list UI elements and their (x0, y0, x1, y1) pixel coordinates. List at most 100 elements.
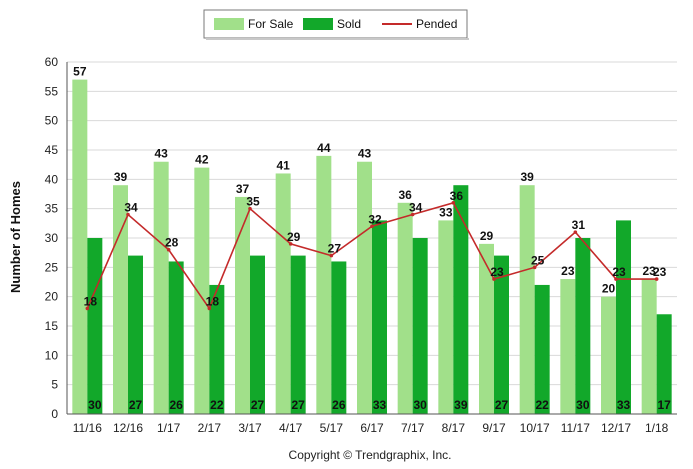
x-tick-label: 8/17 (442, 421, 466, 435)
label-pended: 25 (531, 253, 545, 267)
bar-sold (453, 185, 469, 414)
label-sold: 26 (332, 398, 346, 412)
legend-frame (203, 9, 468, 39)
y-tick-label: 35 (45, 202, 59, 216)
label-for-sale: 39 (114, 170, 128, 184)
bar-sold (290, 255, 306, 414)
x-tick-label: 10/17 (520, 421, 550, 435)
bar-for-sale (438, 220, 454, 414)
axes: 0 5 10 15 20 25 30 35 40 45 50 55 60 11/16 12/16 1/17 2/… (45, 55, 677, 435)
label-pended: 35 (246, 195, 260, 209)
x-tick-label: 4/17 (279, 421, 303, 435)
legend: For Sale Sold Pended (203, 9, 469, 40)
label-sold: 33 (617, 398, 631, 412)
bar-for-sale (153, 161, 169, 414)
label-sold: 33 (373, 398, 387, 412)
bar-for-sale (72, 79, 88, 414)
label-for-sale: 43 (358, 147, 372, 161)
label-sold: 17 (657, 398, 671, 412)
legend-label: Pended (416, 17, 457, 31)
label-for-sale: 44 (317, 141, 331, 155)
label-pended: 32 (368, 212, 382, 226)
bar-sold (412, 238, 428, 414)
label-pended: 27 (328, 242, 342, 256)
bar-sold (331, 261, 347, 414)
label-sold: 30 (88, 398, 102, 412)
bar-for-sale (641, 279, 657, 414)
point-pended (288, 242, 293, 246)
label-sold: 27 (291, 398, 305, 412)
x-tick-label: 2/17 (198, 421, 222, 435)
label-pended: 34 (124, 201, 138, 215)
y-tick-label: 55 (45, 84, 59, 98)
bar-sold (534, 284, 550, 414)
point-pended (573, 230, 578, 234)
bar-sold (209, 284, 225, 414)
legend-label: Sold (337, 17, 361, 31)
x-tick-label: 1/18 (645, 421, 669, 435)
legend-swatch (303, 18, 333, 30)
bar-sold (372, 220, 387, 414)
x-tick-label: 12/17 (601, 421, 631, 435)
y-tick-label: 60 (45, 55, 59, 69)
label-pended: 28 (165, 236, 179, 250)
bar-for-sale (601, 296, 616, 414)
bar-for-sale (275, 173, 291, 414)
x-tick-label: 7/17 (401, 421, 425, 435)
label-sold: 30 (413, 398, 427, 412)
label-pended: 18 (84, 294, 98, 308)
x-tick-label: 5/17 (320, 421, 344, 435)
label-for-sale: 29 (480, 229, 494, 243)
label-pended: 36 (450, 189, 464, 203)
y-tick-label: 15 (45, 319, 59, 333)
x-tick-label: 6/17 (360, 421, 384, 435)
label-for-sale: 23 (642, 264, 656, 278)
label-sold: 27 (495, 398, 509, 412)
bar-for-sale (560, 279, 576, 414)
y-tick-label: 40 (45, 172, 59, 186)
label-sold: 39 (454, 398, 468, 412)
y-tick-label: 10 (45, 348, 59, 362)
bar-for-sale (357, 161, 372, 414)
x-tick-label: 3/17 (238, 421, 262, 435)
y-tick-label: 25 (45, 260, 59, 274)
label-for-sale: 33 (439, 205, 453, 219)
point-pended (370, 224, 374, 229)
label-sold: 27 (129, 398, 143, 412)
x-tick-label: 1/17 (157, 421, 181, 435)
point-pended (126, 212, 130, 217)
label-pended: 23 (612, 265, 626, 279)
point-pended (614, 277, 618, 281)
label-pended: 34 (409, 201, 423, 215)
x-tick-label: 12/16 (113, 421, 143, 435)
label-sold: 22 (535, 398, 549, 412)
bar-sold (87, 238, 103, 414)
bar-for-sale (397, 202, 413, 414)
point-pended (85, 306, 90, 311)
point-pended (492, 277, 496, 281)
bar-for-sale (316, 155, 332, 414)
label-sold: 30 (576, 398, 590, 412)
label-pended: 23 (653, 265, 667, 279)
data-labels: 57 30 39 27 43 26 42 22 37 27 41 27 44 26 43 33 36 30 33 39… (73, 65, 671, 412)
point-pended (207, 306, 212, 311)
y-tick-label: 50 (45, 114, 59, 128)
legend-swatch (214, 18, 244, 30)
bar-sold (128, 255, 143, 414)
point-pended (329, 253, 334, 258)
label-sold: 26 (169, 398, 183, 412)
pended-line (85, 201, 659, 311)
y-tick-label: 0 (51, 407, 58, 421)
y-tick-label: 45 (45, 143, 59, 157)
legend-shadow (206, 38, 469, 40)
legend-label: For Sale (248, 17, 294, 31)
x-tick-label: 11/16 (73, 421, 102, 435)
bar-sold (494, 255, 509, 414)
x-tick-label: 9/17 (482, 421, 506, 435)
label-for-sale: 41 (276, 158, 290, 172)
label-pended: 23 (490, 265, 504, 279)
label-pended: 18 (206, 294, 220, 308)
label-pended: 29 (287, 230, 301, 244)
bar-for-sale (479, 243, 494, 414)
